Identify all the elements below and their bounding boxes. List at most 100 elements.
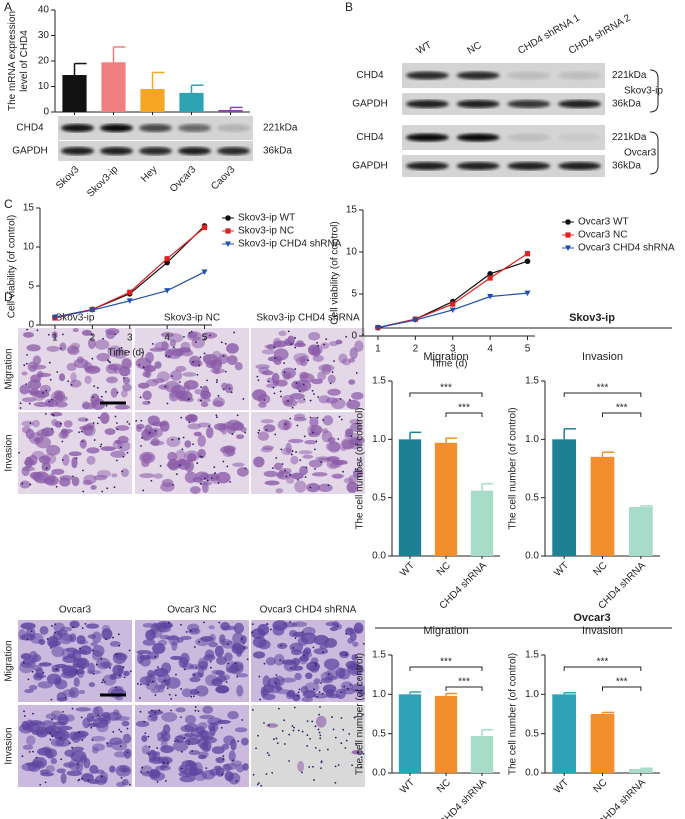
cell <box>208 625 215 630</box>
pore <box>21 755 24 758</box>
cell <box>308 344 323 356</box>
pore <box>149 715 152 718</box>
pore <box>345 632 348 635</box>
pore <box>208 425 211 428</box>
cell <box>169 339 176 347</box>
cell <box>253 456 265 468</box>
pore <box>309 416 312 419</box>
cell <box>209 768 220 776</box>
cell <box>111 473 118 478</box>
pore <box>120 776 123 779</box>
cell <box>272 625 285 636</box>
cell <box>107 711 122 721</box>
cell <box>296 340 304 346</box>
y-tick-label: 0.0 <box>372 768 386 779</box>
pore <box>168 355 171 358</box>
pore <box>349 684 352 686</box>
cell <box>29 390 38 396</box>
pore <box>189 629 192 632</box>
cell <box>18 629 27 641</box>
cell <box>265 383 278 388</box>
cell <box>294 480 307 493</box>
cell <box>331 459 348 466</box>
pore <box>355 372 358 374</box>
pore <box>273 738 275 741</box>
cell <box>151 713 158 722</box>
y-tick-label: 1.5 <box>372 376 386 387</box>
pore <box>164 385 166 388</box>
cell <box>54 401 68 408</box>
x-tick-label: NC <box>435 560 453 578</box>
cell <box>61 664 75 674</box>
pore <box>64 696 67 699</box>
pore <box>194 341 197 344</box>
pore <box>117 633 120 636</box>
legend-label: Ovcar3 CHD4 shRNA <box>578 243 675 254</box>
pore <box>274 433 277 436</box>
pore <box>19 407 22 409</box>
cell <box>168 333 184 343</box>
pore <box>120 346 123 349</box>
blot-size-label: 36kDa <box>612 161 641 172</box>
cell <box>69 633 77 643</box>
pore <box>140 419 143 422</box>
cell <box>184 714 197 725</box>
bar <box>552 694 577 773</box>
blot-band <box>177 124 212 132</box>
point <box>487 275 493 281</box>
pore <box>56 371 59 373</box>
pore <box>333 360 335 362</box>
pore <box>156 747 159 749</box>
cell <box>211 746 225 754</box>
pore <box>345 335 348 338</box>
pore <box>141 351 143 354</box>
pore <box>135 420 138 422</box>
point <box>51 314 58 321</box>
cell <box>202 481 209 494</box>
pore <box>283 371 286 374</box>
x-tick-label: 2 <box>413 344 419 355</box>
point <box>164 256 170 262</box>
cell <box>110 450 126 458</box>
y-tick-label: 1.0 <box>525 434 539 445</box>
pore <box>340 691 343 694</box>
cell <box>192 477 203 483</box>
pore <box>252 773 255 776</box>
x-tick-label: 5 <box>525 344 531 355</box>
cell <box>281 447 293 456</box>
legend-marker <box>565 232 571 238</box>
cell <box>20 653 32 660</box>
bracket <box>649 131 659 175</box>
pore <box>320 760 323 763</box>
pore <box>102 679 105 681</box>
cell <box>90 642 98 647</box>
pore <box>163 680 166 683</box>
cell <box>161 332 174 338</box>
blot-row-label: GAPDH <box>352 161 388 172</box>
cell <box>28 684 38 691</box>
point <box>412 317 419 324</box>
blot-band <box>456 100 500 108</box>
pore <box>298 390 301 393</box>
cell <box>305 672 313 680</box>
pore <box>48 400 51 403</box>
point <box>524 251 531 257</box>
cell <box>193 431 202 437</box>
cell <box>71 649 82 662</box>
cell <box>294 672 302 681</box>
pore <box>25 383 28 385</box>
cell <box>227 710 239 720</box>
pore <box>42 671 45 674</box>
cell <box>90 484 97 490</box>
pore <box>26 353 29 356</box>
pore <box>104 680 106 683</box>
cell <box>96 470 111 478</box>
pore <box>312 765 314 768</box>
blot-row-label: CHD4 <box>16 123 44 134</box>
cell <box>96 352 110 362</box>
cell <box>104 428 116 435</box>
pore <box>340 742 343 745</box>
blot-band <box>456 133 500 142</box>
cell <box>349 631 357 642</box>
cell <box>188 750 200 756</box>
